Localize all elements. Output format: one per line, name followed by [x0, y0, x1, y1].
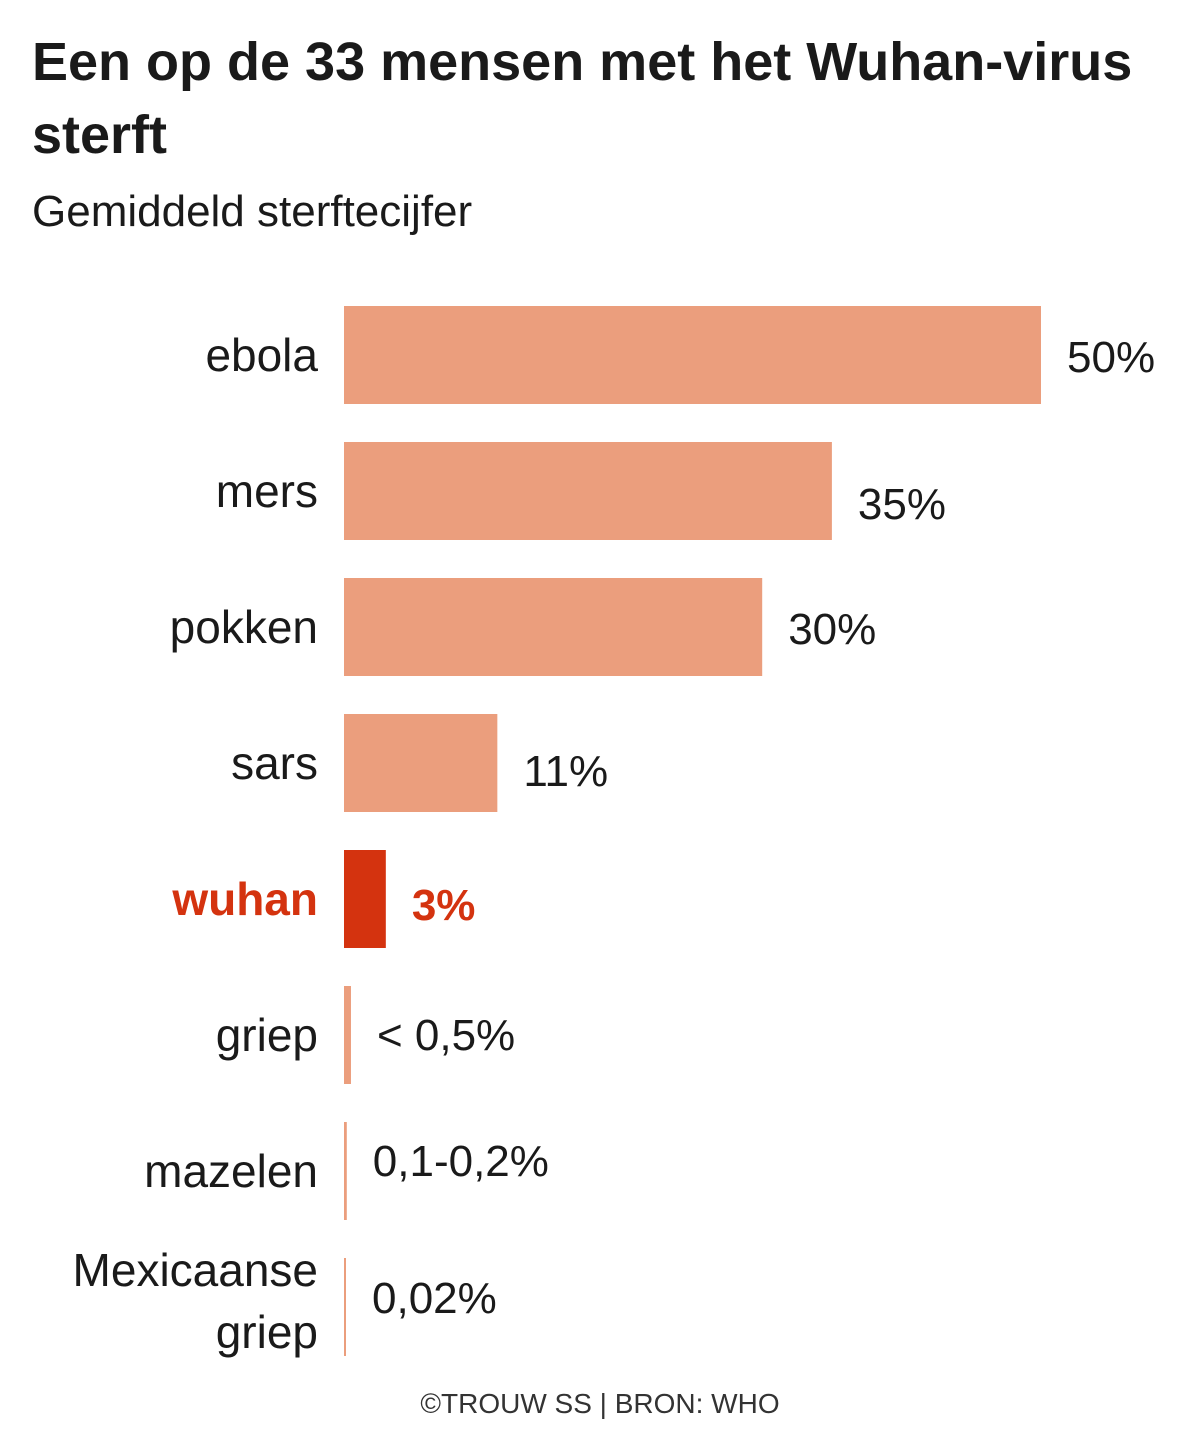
category-label-griep: griep — [216, 1009, 318, 1061]
bar-mers — [344, 442, 832, 540]
category-label-mazelen: mazelen — [144, 1145, 318, 1197]
bar-griep — [344, 986, 351, 1084]
category-label-mers: mers — [216, 465, 318, 517]
bar-mazelen — [344, 1122, 347, 1220]
source-credit: ©TROUW SS | BRON: WHO — [420, 1388, 780, 1419]
bar-wuhan — [344, 850, 386, 948]
value-label-mexicaanse-griep: 0,02% — [372, 1274, 497, 1323]
category-label-mexicaanse-griep: Mexicaanse griep — [73, 1244, 318, 1358]
bar-ebola — [344, 306, 1041, 404]
value-label-mazelen: 0,1-0,2% — [373, 1137, 549, 1186]
bar-mexicaanse-griep — [344, 1258, 346, 1356]
bar-pokken — [344, 578, 763, 676]
category-label-wuhan: wuhan — [171, 873, 318, 925]
chart-title: Een op de 33 mensen met het Wuhan-virus … — [32, 32, 1133, 165]
value-label-wuhan: 3% — [412, 881, 476, 930]
category-label-ebola: ebola — [205, 329, 318, 381]
bar-sars — [344, 714, 498, 812]
category-label-sars: sars — [231, 737, 318, 789]
value-label-pokken: 30% — [788, 605, 876, 654]
value-label-sars: 11% — [523, 747, 608, 796]
category-label-pokken: pokken — [170, 601, 318, 653]
value-label-griep: < 0,5% — [377, 1011, 515, 1060]
chart-subtitle: Gemiddeld sterftecijfer — [32, 187, 473, 236]
value-label-ebola: 50% — [1067, 333, 1155, 382]
value-label-mers: 35% — [858, 480, 946, 529]
bars-layer: ebola 50% mers 35% pokken 30% sars 11% wuhan 3% gr… — [73, 306, 1155, 1358]
